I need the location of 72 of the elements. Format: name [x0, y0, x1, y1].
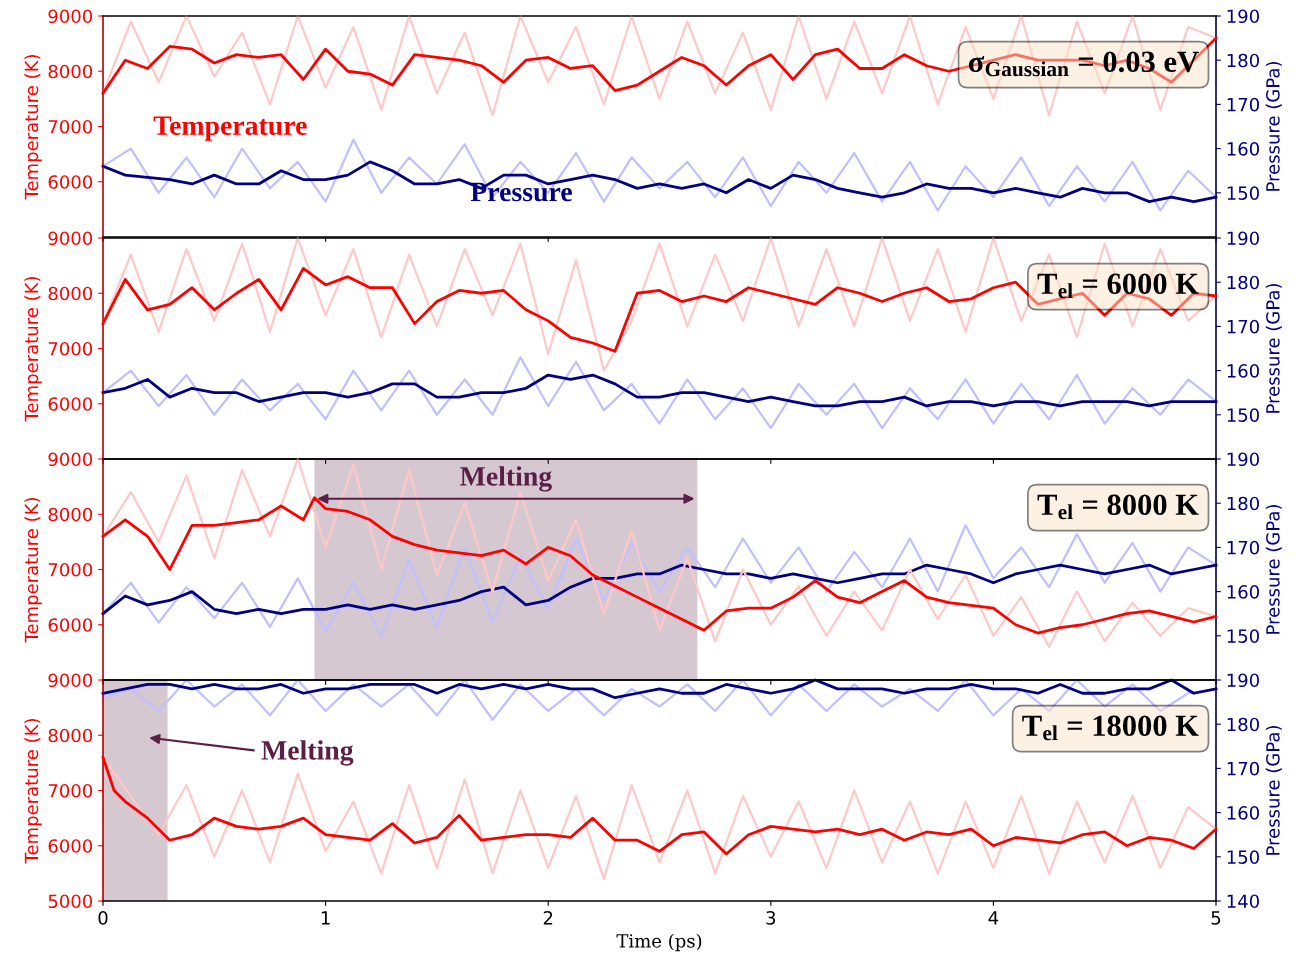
series-label: Pressure — [470, 182, 572, 202]
x-tick-label: 2 — [543, 911, 553, 925]
x-tick-label: 5 — [1211, 911, 1221, 925]
line-series — [101, 236, 1218, 372]
y2-tick-label: 150 — [1227, 186, 1259, 200]
y2-tick-label: 140 — [1227, 894, 1259, 909]
y-tick-label: 6000 — [48, 618, 93, 632]
series-label: Temperature — [153, 116, 307, 141]
y-axis-title: Temperature (K) — [24, 277, 42, 422]
line-series — [101, 373, 1218, 408]
line-series — [101, 267, 1218, 353]
band-label: Melting — [460, 466, 552, 492]
line-series — [101, 14, 1218, 117]
line-series — [101, 356, 1218, 430]
y2-axis-title: Pressure (GPa) — [1265, 284, 1282, 413]
annotation: T$_{el}$ = 6000 K — [1037, 273, 1199, 299]
y-tick-label: 7000 — [48, 562, 93, 577]
line-series — [101, 496, 1218, 635]
y2-tick-label: 180 — [1227, 275, 1259, 290]
y-tick-label: 7000 — [48, 783, 93, 798]
y-tick-label: 9000 — [48, 9, 93, 24]
y2-axis-title: Pressure (GPa) — [1265, 62, 1282, 191]
y-tick-label: 7000 — [48, 341, 93, 356]
y2-tick-label: 190 — [1227, 231, 1259, 246]
y2-tick-label: 150 — [1227, 850, 1259, 864]
line-series — [101, 36, 1218, 95]
y-tick-label: 9000 — [48, 673, 93, 688]
y2-tick-label: 180 — [1227, 717, 1259, 732]
x-tick-label: 0 — [98, 911, 108, 925]
y2-tick-label: 160 — [1227, 142, 1259, 156]
y-tick-label: 7000 — [48, 119, 93, 134]
y2-tick-label: 160 — [1227, 364, 1259, 378]
y2-tick-label: 160 — [1227, 585, 1259, 599]
y2-tick-label: 170 — [1227, 97, 1259, 112]
y-tick-label: 6000 — [48, 397, 93, 411]
line-series — [101, 524, 1218, 637]
y2-axis-title: Pressure (GPa) — [1265, 505, 1282, 634]
y-tick-label: 8000 — [48, 507, 93, 522]
y-axis-title: Temperature (K) — [24, 55, 42, 200]
line-series — [101, 678, 1218, 700]
y2-tick-label: 150 — [1227, 408, 1259, 422]
y-axis-title: Temperature (K) — [24, 498, 42, 643]
y-axis-title: Temperature (K) — [24, 719, 42, 864]
y2-tick-label: 170 — [1227, 319, 1259, 334]
y-tick-label: 8000 — [48, 728, 93, 743]
y2-tick-label: 150 — [1227, 629, 1259, 643]
band-label: Melting — [261, 740, 354, 766]
y2-tick-label: 170 — [1227, 540, 1259, 555]
y2-tick-label: 190 — [1227, 9, 1259, 24]
y-tick-label: 6000 — [48, 175, 93, 189]
annotation: σ$_{Gaussian}$ = 0.03 eV — [968, 51, 1199, 77]
y-tick-label: 9000 — [48, 452, 93, 467]
annotation: T$_{el}$ = 18000 K — [1022, 715, 1199, 741]
y2-tick-label: 190 — [1227, 673, 1259, 688]
line-series — [101, 160, 1218, 204]
y-tick-label: 8000 — [48, 64, 93, 79]
line-series — [101, 563, 1218, 616]
y2-tick-label: 160 — [1227, 806, 1259, 820]
x-tick-label: 1 — [321, 911, 330, 925]
y2-tick-label: 170 — [1227, 761, 1259, 776]
x-tick-label: 4 — [988, 911, 999, 925]
y-tick-label: 9000 — [48, 231, 93, 246]
y2-tick-label: 190 — [1227, 452, 1259, 467]
y-tick-label: 5000 — [48, 894, 93, 909]
y-tick-label: 6000 — [48, 839, 93, 853]
annotation: T$_{el}$ = 8000 K — [1037, 494, 1199, 520]
y-tick-label: 8000 — [48, 286, 93, 301]
x-axis-title: Time (ps) — [616, 933, 702, 952]
y2-axis-title: Pressure (GPa) — [1265, 726, 1282, 855]
y2-tick-label: 180 — [1227, 496, 1259, 511]
y2-tick-label: 180 — [1227, 53, 1259, 68]
x-tick-label: 3 — [766, 911, 776, 925]
